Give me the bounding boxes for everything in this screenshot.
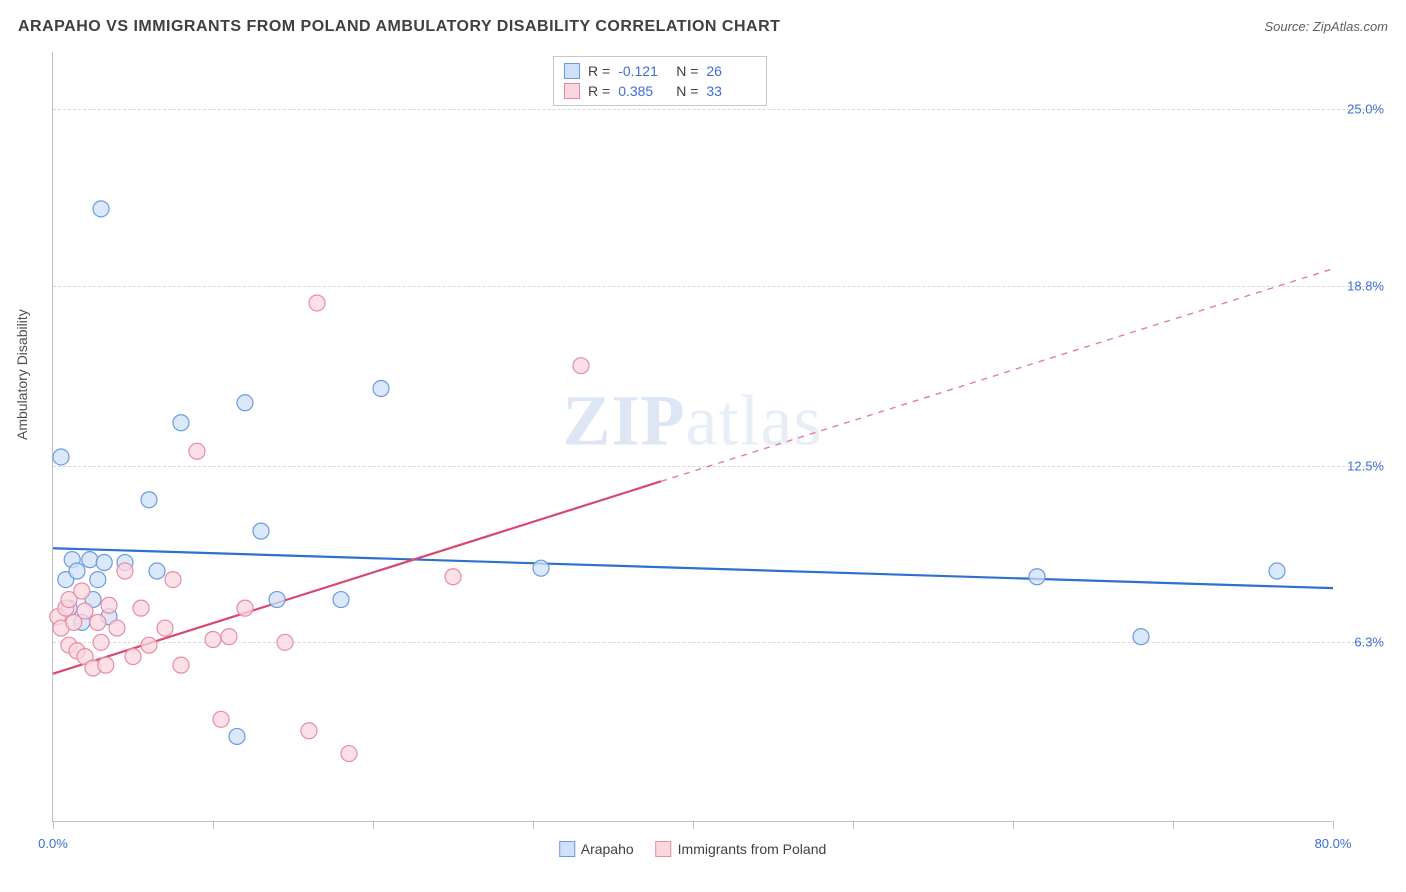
scatter-point xyxy=(117,563,133,579)
stats-row: R = 0.385 N = 33 xyxy=(564,81,756,101)
scatter-point xyxy=(53,449,69,465)
scatter-point xyxy=(269,592,285,608)
x-tick xyxy=(533,821,534,829)
scatter-point xyxy=(205,631,221,647)
plot-area: ZIPatlas 6.3%12.5%18.8%25.0% 0.0%80.0% R… xyxy=(52,52,1332,822)
scatter-point xyxy=(533,560,549,576)
scatter-point xyxy=(141,492,157,508)
scatter-point xyxy=(1029,569,1045,585)
scatter-point xyxy=(109,620,125,636)
swatch-icon xyxy=(656,841,672,857)
scatter-point xyxy=(98,657,114,673)
swatch-icon xyxy=(564,63,580,79)
scatter-point xyxy=(173,415,189,431)
scatter-point xyxy=(333,592,349,608)
scatter-point xyxy=(341,746,357,762)
x-tick-label: 80.0% xyxy=(1315,836,1352,851)
legend-item: Immigrants from Poland xyxy=(656,841,827,857)
stats-box: R = -0.121 N = 26 R = 0.385 N = 33 xyxy=(553,56,767,106)
scatter-point xyxy=(157,620,173,636)
y-tick-label: 25.0% xyxy=(1347,102,1384,117)
scatter-point xyxy=(82,552,98,568)
scatter-point xyxy=(253,523,269,539)
x-tick xyxy=(213,821,214,829)
stat-r-value: -0.121 xyxy=(618,63,668,79)
scatter-point xyxy=(141,637,157,653)
legend-bottom: Arapaho Immigrants from Poland xyxy=(559,841,827,857)
x-tick xyxy=(853,821,854,829)
scatter-svg xyxy=(53,52,1332,821)
scatter-point xyxy=(189,443,205,459)
stat-n-label: N = xyxy=(676,63,698,79)
trend-line xyxy=(53,548,1333,588)
x-tick xyxy=(1013,821,1014,829)
y-axis-title: Ambulatory Disability xyxy=(14,309,30,440)
source-label: Source: ZipAtlas.com xyxy=(1264,19,1388,34)
stat-n-label: N = xyxy=(676,83,698,99)
x-tick-label: 0.0% xyxy=(38,836,68,851)
scatter-point xyxy=(173,657,189,673)
scatter-point xyxy=(90,572,106,588)
scatter-point xyxy=(373,381,389,397)
stat-r-label: R = xyxy=(588,63,610,79)
scatter-point xyxy=(93,634,109,650)
scatter-point xyxy=(133,600,149,616)
x-tick xyxy=(1173,821,1174,829)
scatter-point xyxy=(221,629,237,645)
scatter-point xyxy=(229,728,245,744)
scatter-point xyxy=(90,614,106,630)
legend-label: Immigrants from Poland xyxy=(678,841,827,857)
scatter-point xyxy=(573,358,589,374)
swatch-icon xyxy=(564,83,580,99)
stat-r-label: R = xyxy=(588,83,610,99)
scatter-point xyxy=(1269,563,1285,579)
y-tick-label: 18.8% xyxy=(1347,278,1384,293)
scatter-point xyxy=(301,723,317,739)
scatter-point xyxy=(125,649,141,665)
scatter-point xyxy=(77,603,93,619)
scatter-point xyxy=(69,563,85,579)
legend-item: Arapaho xyxy=(559,841,634,857)
trend-line-dashed xyxy=(661,269,1333,482)
x-tick xyxy=(373,821,374,829)
stat-r-value: 0.385 xyxy=(618,83,668,99)
scatter-point xyxy=(237,395,253,411)
legend-label: Arapaho xyxy=(581,841,634,857)
stat-n-value: 33 xyxy=(706,83,756,99)
scatter-point xyxy=(213,711,229,727)
swatch-icon xyxy=(559,841,575,857)
scatter-point xyxy=(237,600,253,616)
scatter-point xyxy=(93,201,109,217)
y-tick-label: 12.5% xyxy=(1347,458,1384,473)
y-tick-label: 6.3% xyxy=(1354,635,1384,650)
scatter-point xyxy=(149,563,165,579)
chart-title: ARAPAHO VS IMMIGRANTS FROM POLAND AMBULA… xyxy=(18,18,780,36)
scatter-point xyxy=(101,597,117,613)
stats-row: R = -0.121 N = 26 xyxy=(564,61,756,81)
scatter-point xyxy=(1133,629,1149,645)
scatter-point xyxy=(309,295,325,311)
scatter-point xyxy=(445,569,461,585)
x-tick xyxy=(1333,821,1334,829)
x-tick xyxy=(693,821,694,829)
scatter-point xyxy=(277,634,293,650)
scatter-point xyxy=(165,572,181,588)
scatter-point xyxy=(74,583,90,599)
x-tick xyxy=(53,821,54,829)
scatter-point xyxy=(96,554,112,570)
stat-n-value: 26 xyxy=(706,63,756,79)
